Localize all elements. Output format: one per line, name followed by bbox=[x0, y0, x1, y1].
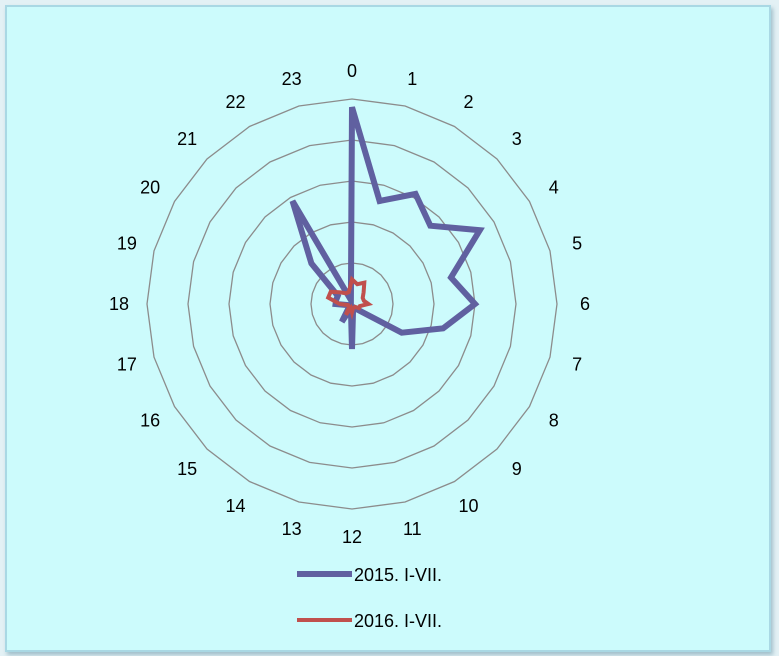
category-label: 11 bbox=[403, 519, 422, 539]
category-label: 23 bbox=[282, 69, 302, 89]
category-label: 15 bbox=[177, 459, 197, 479]
category-label: 12 bbox=[342, 527, 362, 547]
category-label: 2 bbox=[463, 92, 473, 112]
category-label: 3 bbox=[512, 129, 522, 149]
grid-ring bbox=[187, 139, 517, 469]
grid-ring bbox=[228, 180, 476, 428]
grid-ring bbox=[269, 221, 435, 387]
series-line bbox=[289, 106, 485, 350]
legend-label: 2016. I-VII. bbox=[354, 611, 442, 631]
category-label: 0 bbox=[347, 61, 357, 81]
category-label: 21 bbox=[177, 129, 197, 149]
category-label: 8 bbox=[549, 411, 559, 431]
category-label: 4 bbox=[549, 178, 559, 198]
category-label: 20 bbox=[140, 178, 160, 198]
grid-ring bbox=[146, 98, 558, 510]
category-label: 18 bbox=[109, 294, 129, 314]
series-line bbox=[325, 275, 374, 321]
legend-label: 2015. I-VII. bbox=[354, 565, 442, 585]
category-label: 19 bbox=[117, 234, 137, 254]
category-label: 6 bbox=[580, 294, 590, 314]
category-label: 13 bbox=[282, 519, 302, 539]
category-label: 14 bbox=[225, 496, 245, 516]
category-label: 22 bbox=[225, 92, 245, 112]
category-label: 5 bbox=[572, 234, 582, 254]
category-label: 10 bbox=[458, 496, 478, 516]
category-label: 17 bbox=[117, 354, 137, 374]
category-label: 16 bbox=[140, 411, 160, 431]
category-label: 9 bbox=[512, 459, 522, 479]
category-label: 7 bbox=[572, 354, 582, 374]
category-label: 1 bbox=[407, 69, 417, 89]
